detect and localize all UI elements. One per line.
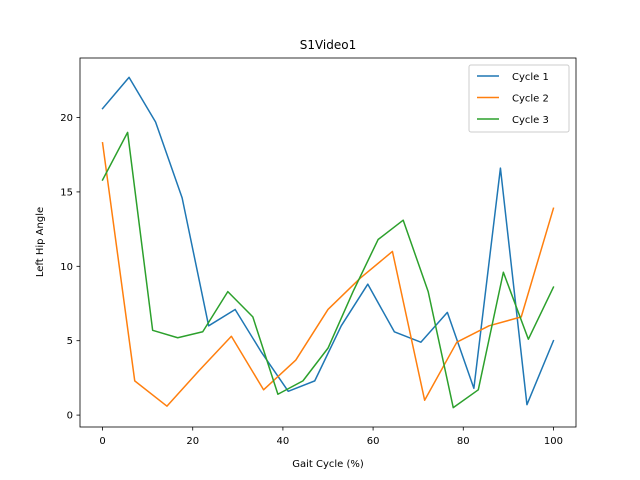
x-axis: 0 20 40 60 80 100: [99, 427, 563, 447]
legend-label-cycle-1: Cycle 1: [512, 72, 549, 83]
series-line-cycle-1: [101, 76, 555, 406]
y-tick-label: 15: [60, 187, 73, 198]
legend-label-cycle-2: Cycle 2: [512, 94, 549, 105]
y-axis: 0 5 10 15 20: [60, 113, 80, 422]
y-axis-label: Left Hip Angle: [35, 207, 46, 277]
legend-label-cycle-3: Cycle 3: [512, 115, 549, 126]
series-line-cycle-2: [101, 141, 555, 407]
x-tick-label: 60: [367, 436, 380, 447]
series-line-cycle-3: [101, 131, 555, 409]
y-tick-label: 5: [67, 336, 73, 347]
chart-title: S1Video1: [300, 38, 357, 52]
x-axis-label: Gait Cycle (%): [292, 459, 364, 470]
x-tick-label: 0: [99, 436, 105, 447]
y-tick-label: 10: [60, 262, 73, 273]
y-tick-label: 20: [60, 113, 73, 124]
series-layer: [101, 76, 555, 409]
x-tick-label: 100: [544, 436, 563, 447]
y-tick-label: 0: [67, 411, 73, 422]
legend-box: [468, 64, 570, 133]
x-tick-label: 80: [457, 436, 470, 447]
x-tick-label: 40: [277, 436, 290, 447]
x-tick-label: 20: [186, 436, 199, 447]
legend: Cycle 1 Cycle 2 Cycle 3: [468, 64, 570, 133]
